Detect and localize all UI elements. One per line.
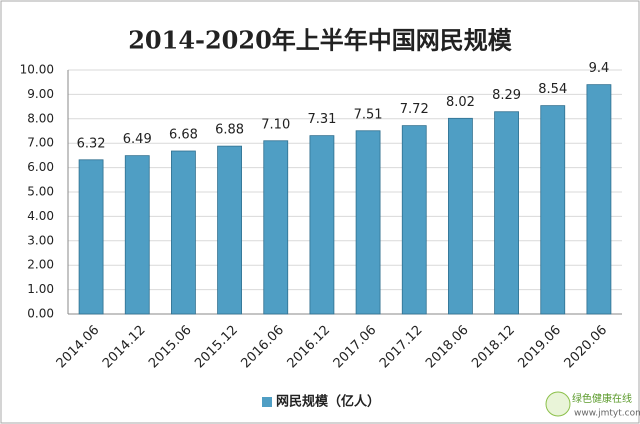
value-label: 6.68 <box>169 128 198 143</box>
chart-title: 2014-2020年上半年中国网民规模 <box>128 26 513 55</box>
y-tick-label: 1.00 <box>27 282 54 296</box>
watermark-logo <box>545 391 571 417</box>
value-label: 6.49 <box>123 132 152 147</box>
y-tick-label: 2.00 <box>27 258 54 272</box>
bar <box>263 140 289 315</box>
value-label: 6.88 <box>215 123 244 138</box>
value-label: 7.31 <box>307 112 336 127</box>
y-tick-label: 6.00 <box>27 160 54 174</box>
y-tick-label: 9.00 <box>27 87 54 101</box>
bar <box>586 84 612 315</box>
value-label: 8.54 <box>538 82 567 97</box>
y-tick-label: 4.00 <box>27 209 54 223</box>
watermark-url: www.jmtyt.com <box>574 409 640 419</box>
value-label: 8.02 <box>446 95 475 110</box>
y-tick-label: 8.00 <box>27 111 54 125</box>
bar <box>494 111 519 315</box>
bar <box>355 130 381 315</box>
y-tick-label: 7.00 <box>27 136 54 150</box>
value-label: 7.51 <box>354 107 383 122</box>
value-label: 6.32 <box>77 136 106 151</box>
legend-label: 网民规模（亿人） <box>276 394 380 410</box>
bar <box>401 125 427 315</box>
y-tick-label: 10.00 <box>20 63 54 77</box>
bar <box>448 117 473 315</box>
value-label: 7.10 <box>261 117 290 132</box>
value-label: 7.72 <box>400 102 429 117</box>
legend-swatch <box>262 397 272 407</box>
bar <box>217 145 242 315</box>
bar <box>78 159 104 315</box>
bar <box>124 155 150 315</box>
watermark-name: 绿色健康在线 <box>572 392 632 405</box>
y-tick-label: 5.00 <box>27 185 54 199</box>
value-label: 9.4 <box>589 61 610 76</box>
bar <box>540 105 566 315</box>
y-tick-label: 0.00 <box>27 307 54 321</box>
y-tick-label: 3.00 <box>27 233 54 247</box>
bar <box>309 135 335 315</box>
value-label: 8.29 <box>492 88 521 103</box>
bar <box>171 150 196 315</box>
